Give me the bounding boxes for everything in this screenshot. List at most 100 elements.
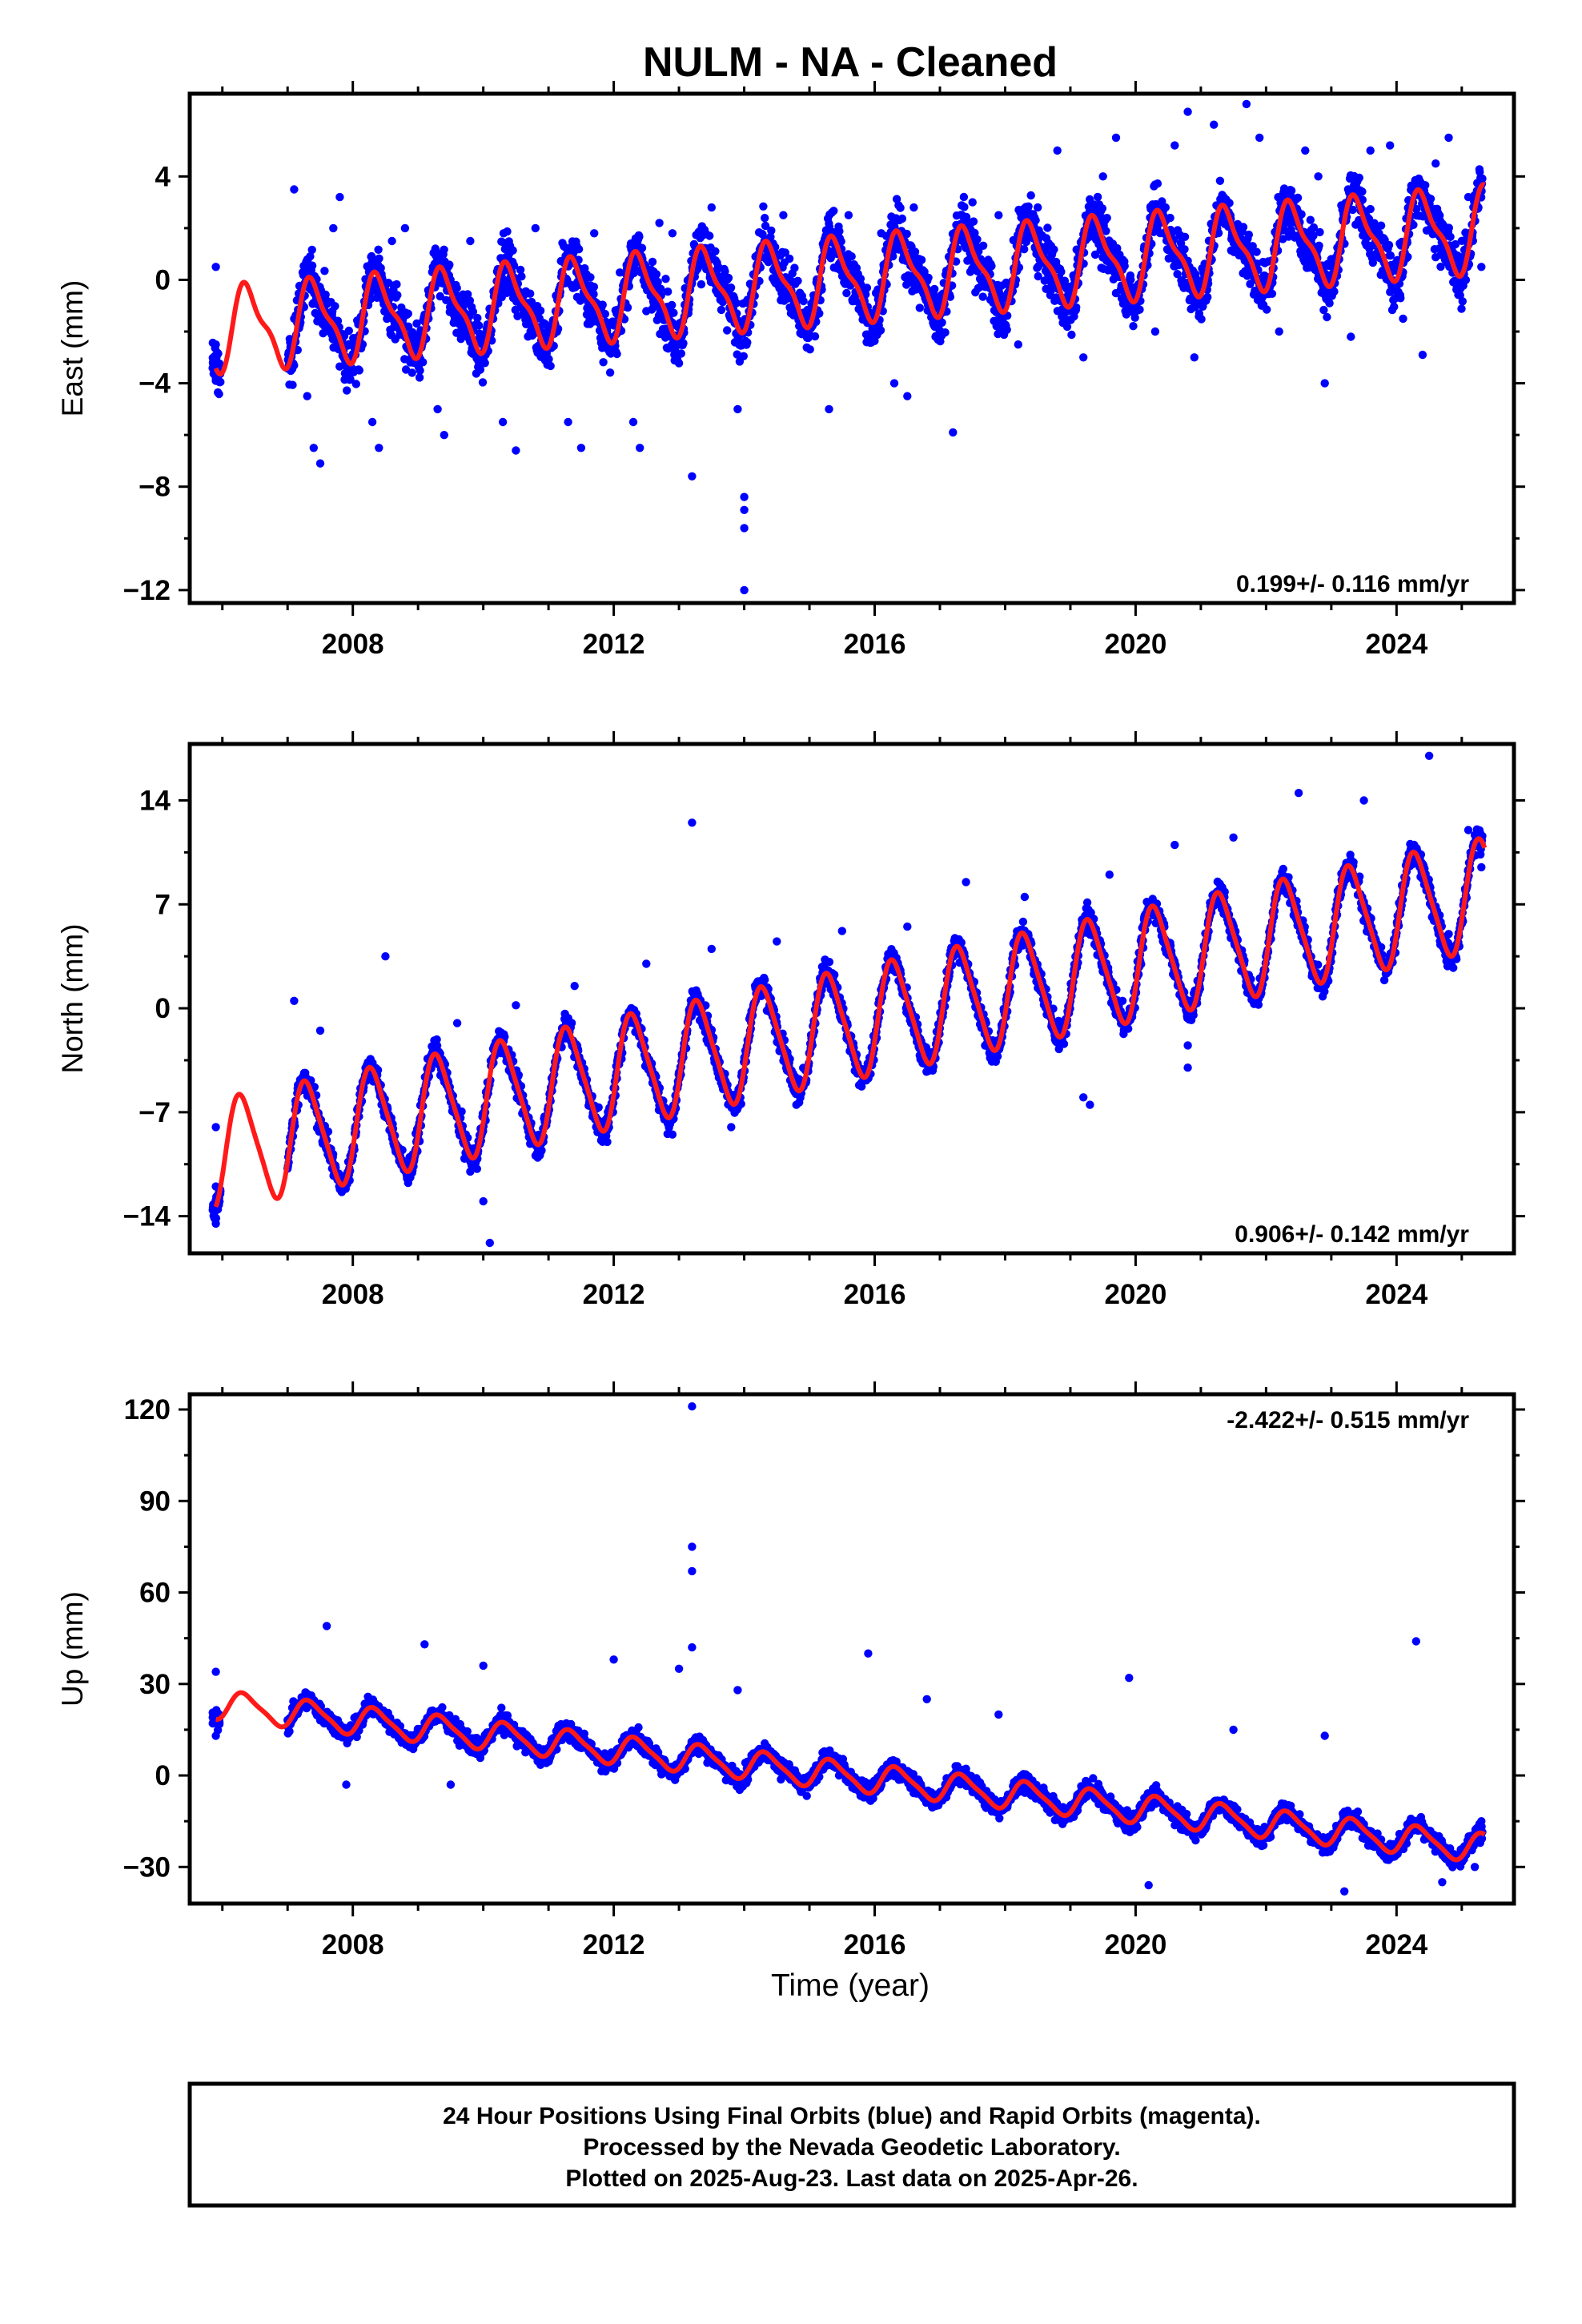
east-data-point [669,308,678,317]
east-data-point [404,309,412,318]
east-y-tick-label: 0 [155,264,171,296]
east-data-point [1072,303,1081,312]
east-x-tick-label: 2024 [1365,629,1427,660]
east-data-point [652,270,661,279]
east-data-point [711,247,720,255]
east-data-point [1102,227,1110,235]
east-data-point [862,283,872,292]
east-data-point [1436,262,1445,271]
east-data-point [1150,327,1160,336]
east-data-point [974,247,983,255]
east-data-point [664,287,673,296]
east-data-point [994,211,1003,219]
east-data-point [847,252,856,261]
east-data-point [1098,172,1107,181]
east-data-point [740,585,749,595]
east-data-point [896,203,905,212]
east-data-point [668,300,677,310]
east-data-point [1242,99,1251,109]
east-data-point [1161,203,1170,212]
east-data-point [1113,243,1122,253]
east-data-point [978,241,988,250]
east-data-point [1214,228,1223,238]
east-data-point [1301,146,1310,155]
east-data-point [1197,315,1206,324]
east-data-point [842,288,851,298]
east-data-point [465,296,475,305]
east-data-point [635,232,644,241]
east-data-point [897,214,907,223]
east-data-point [1366,204,1375,214]
east-data-point [1315,227,1324,237]
east-data-point [1478,174,1487,183]
figure-title: NULM - NA - Cleaned [643,39,1058,86]
east-data-point [400,223,410,233]
east-data-point [215,389,223,399]
east-data-point [599,358,608,367]
east-data-point [1444,223,1454,232]
east-data-point [1323,312,1331,322]
east-data-point [924,273,933,282]
east-data-point [464,290,472,299]
east-data-point [1190,353,1199,362]
east-data-point [655,219,664,227]
east-data-point [1166,213,1174,223]
east-data-point [1053,146,1062,155]
east-data-point [1461,275,1471,284]
east-data-point [844,211,853,219]
east-data-point [674,359,684,368]
east-data-point [1421,181,1430,190]
east-data-point [810,332,820,341]
east-data-point [598,300,607,309]
east-data-point [1330,287,1339,296]
east-data-point [959,192,969,202]
east-data-point [1102,214,1111,223]
east-data-point [374,245,383,254]
east-data-point [335,362,344,371]
east-data-point [1067,330,1076,340]
east-data-point [648,257,657,267]
east-data-point [309,444,318,452]
east-data-point [1180,245,1189,254]
east-data-point [612,349,621,359]
east-data-point [211,263,220,271]
east-data-point [531,223,540,233]
east-data-point [1306,215,1315,224]
east-data-point [516,265,525,275]
east-data-point [466,236,475,246]
east-data-point [960,203,969,211]
east-data-point [1244,230,1254,239]
east-data-point [576,444,586,452]
east-data-point [320,267,329,275]
north-data-point [432,1035,441,1044]
east-data-point [1126,275,1135,284]
east-x-tick-label: 2016 [844,629,906,660]
east-data-point [938,318,946,327]
east-data-point [536,306,545,316]
east-data-point [994,329,1002,339]
east-y-tick-label: −4 [139,368,171,400]
east-y-tick-label: −8 [139,472,171,503]
east-data-point [1267,289,1277,298]
east-data-point [1203,292,1212,302]
east-data-point [546,361,555,371]
east-data-point [415,373,424,382]
east-data-point [586,273,595,282]
east-data-point [705,231,714,240]
east-data-point [1255,133,1264,143]
east-data-point [628,417,638,427]
east-data-point [941,328,950,337]
east-data-point [987,262,996,271]
east-data-point [1034,271,1042,281]
east-data-point [1376,221,1386,230]
east-data-point [969,217,978,226]
east-data-point [392,279,401,289]
east-data-point [1079,353,1088,362]
east-data-point [343,386,351,395]
east-data-point [1426,195,1435,203]
east-data-point [468,308,478,316]
east-data-point [1176,239,1186,247]
east-data-point [376,263,385,272]
east-data-point [452,283,461,292]
east-data-point [837,237,845,246]
